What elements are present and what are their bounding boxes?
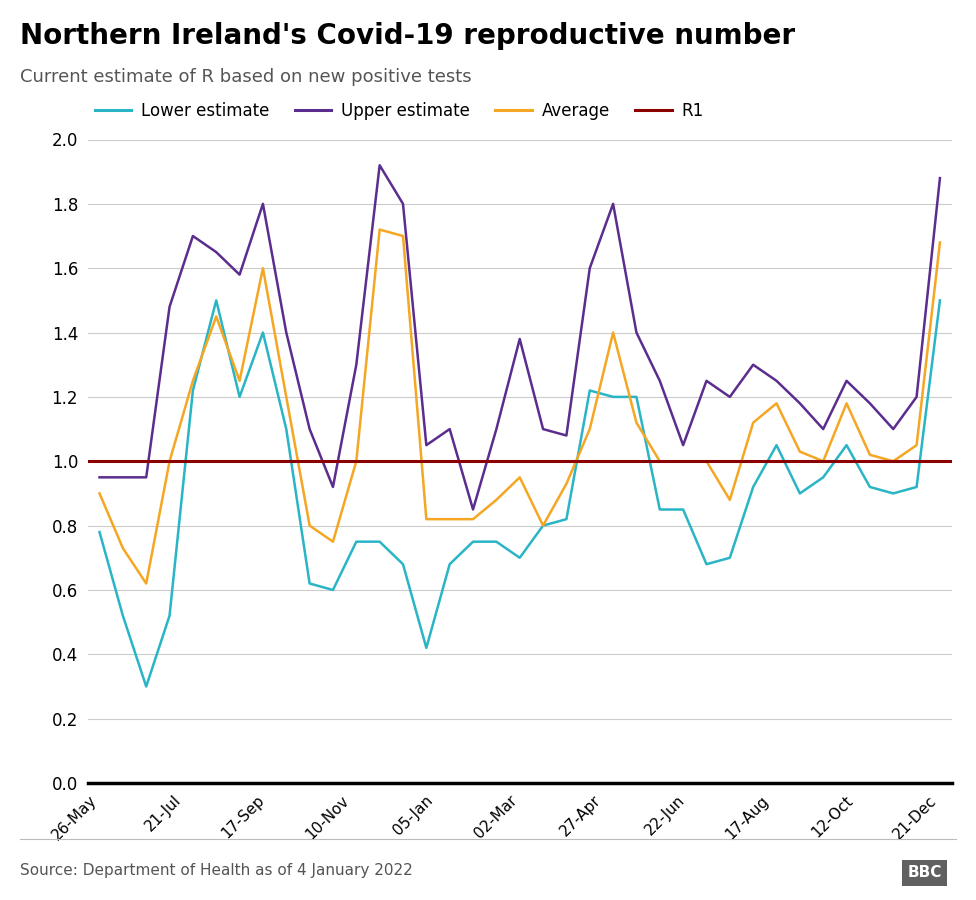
Text: Source: Department of Health as of 4 January 2022: Source: Department of Health as of 4 Jan…: [20, 862, 412, 878]
Legend: Lower estimate, Upper estimate, Average, R1: Lower estimate, Upper estimate, Average,…: [88, 95, 711, 127]
Text: Northern Ireland's Covid-19 reproductive number: Northern Ireland's Covid-19 reproductive…: [20, 22, 794, 50]
Text: BBC: BBC: [908, 865, 942, 880]
Text: Current estimate of R based on new positive tests: Current estimate of R based on new posit…: [20, 68, 471, 86]
